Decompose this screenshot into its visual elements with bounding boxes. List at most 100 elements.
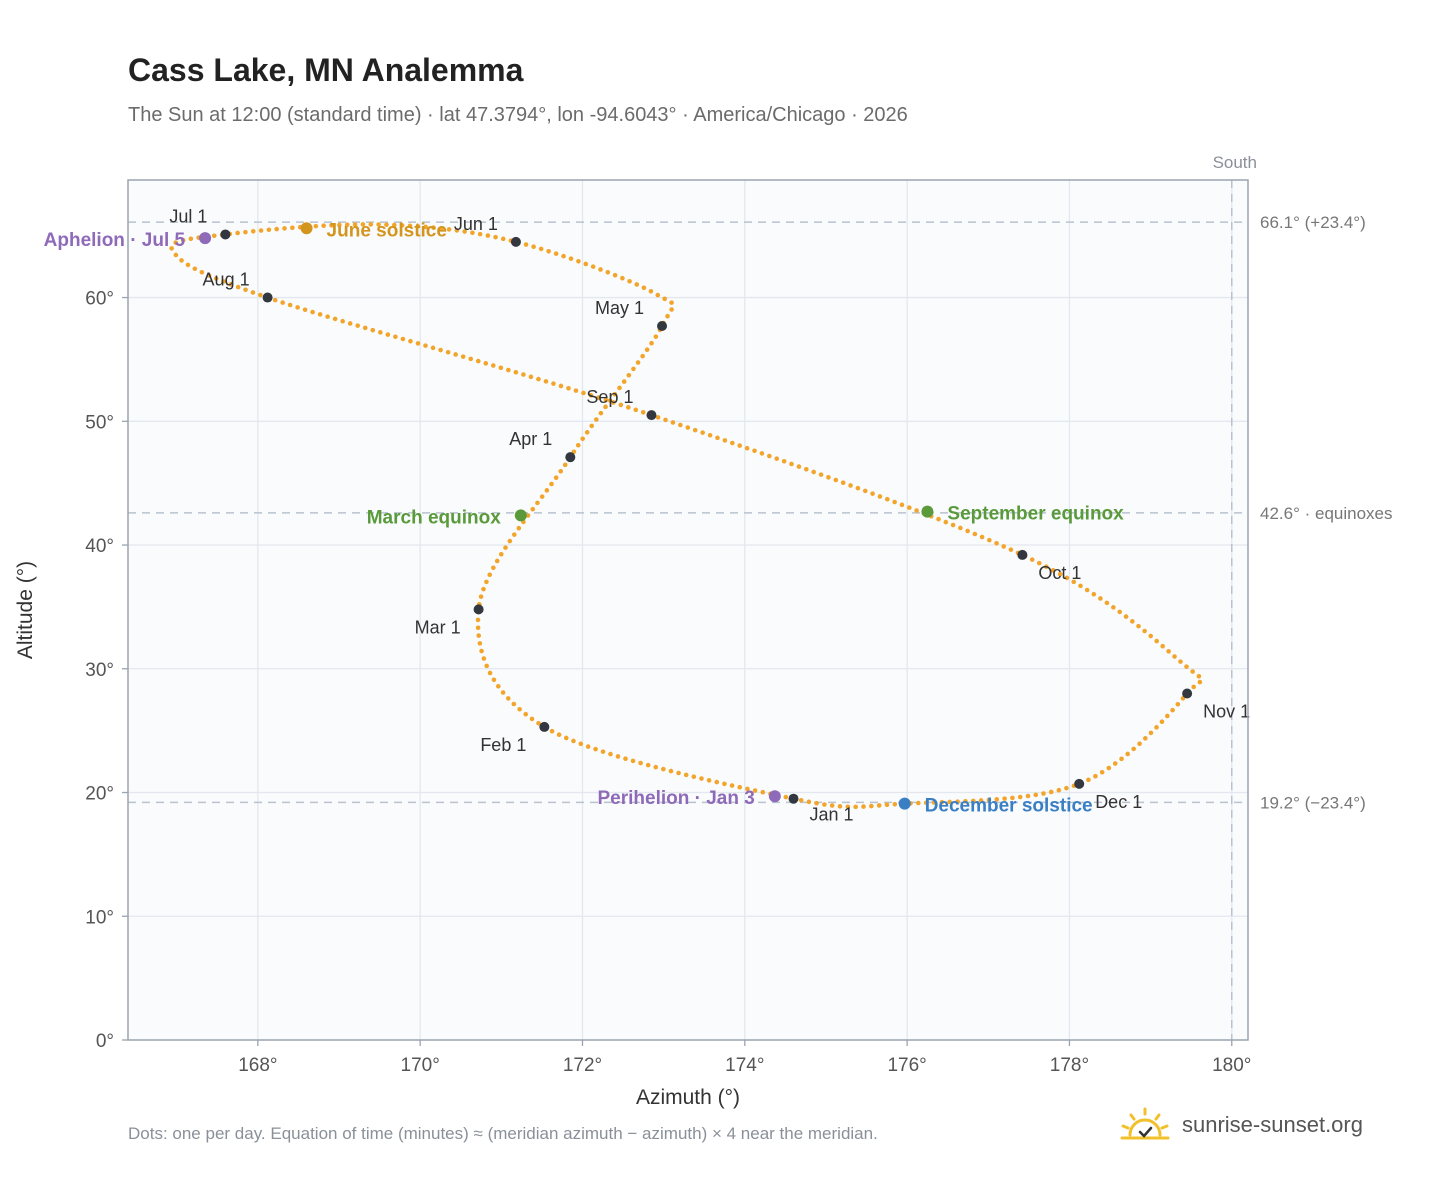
day-dot: [337, 222, 342, 228]
analemma-curve: [169, 222, 1203, 810]
day-dot: [600, 749, 606, 754]
day-dot: [507, 538, 513, 544]
month-dot: [539, 721, 550, 732]
day-dot: [213, 276, 219, 281]
day-dot: [1166, 649, 1171, 654]
day-dot: [531, 244, 536, 249]
day-dot: [806, 799, 812, 805]
day-dot: [266, 227, 272, 233]
day-dot: [1142, 628, 1147, 634]
day-dot: [1170, 707, 1175, 713]
day-dot: [498, 365, 504, 371]
day-dot: [445, 349, 451, 355]
event-label: Perihelion · Jan 3: [598, 788, 755, 809]
day-dot: [979, 534, 985, 540]
day-dot: [546, 248, 551, 254]
day-dot: [669, 300, 674, 305]
day-dot: [670, 420, 676, 425]
day-dot: [536, 720, 541, 726]
day-dot: [603, 397, 609, 403]
day-dot: [691, 774, 697, 780]
day-dot: [678, 422, 683, 428]
day-dot: [685, 425, 691, 430]
month-dot: [1017, 549, 1028, 560]
chart-title: Cass Lake, MN Analemma: [128, 52, 524, 88]
day-dot: [423, 343, 428, 348]
brand-text[interactable]: sunrise-sunset.org: [1182, 1112, 1363, 1137]
day-dot: [699, 776, 704, 781]
month-label: Mar 1: [415, 617, 461, 637]
day-dot: [475, 617, 481, 623]
day-dot: [487, 670, 493, 676]
day-dot: [523, 242, 529, 247]
day-dot: [529, 716, 535, 722]
plot-frame: [127, 179, 1249, 1041]
day-dot: [199, 269, 205, 275]
day-dot: [760, 789, 766, 795]
day-dot: [1148, 730, 1154, 736]
reference-line-label: 66.1° (+23.4°): [1260, 213, 1366, 232]
day-dot: [250, 290, 256, 295]
day-dot: [618, 402, 624, 408]
day-dot: [1178, 659, 1183, 664]
day-dot: [385, 332, 391, 337]
day-dot: [744, 445, 750, 451]
day-dot: [987, 537, 992, 543]
day-dot: [829, 803, 835, 808]
day-dot: [228, 282, 234, 287]
day-dot: [1190, 669, 1195, 674]
day-dot: [287, 302, 293, 308]
brand[interactable]: sunrise-sunset.org: [1118, 1100, 1363, 1150]
day-dot: [399, 223, 405, 228]
day-dot: [593, 746, 598, 752]
day-dot: [640, 353, 645, 359]
day-dot: [635, 360, 641, 365]
day-dot: [329, 223, 334, 228]
day-dot: [468, 356, 474, 362]
day-dot: [407, 223, 413, 229]
day-dot: [1048, 789, 1054, 795]
month-label: May 1: [595, 298, 644, 318]
day-dot: [588, 393, 594, 398]
day-dot: [700, 430, 705, 435]
day-dot: [446, 227, 452, 232]
y-tick-label: 0°: [96, 1031, 114, 1052]
day-dot: [1064, 575, 1070, 581]
day-dot: [715, 435, 720, 441]
day-dot: [494, 558, 500, 564]
day-dot: [360, 222, 366, 227]
day-dot: [566, 385, 571, 391]
day-dot: [814, 800, 819, 806]
day-dot: [431, 225, 436, 230]
day-dot: [561, 253, 566, 259]
day-dot: [1165, 713, 1170, 719]
day-dot: [596, 395, 601, 400]
day-dot: [505, 696, 511, 701]
month-dot: [788, 793, 799, 804]
day-dot: [530, 506, 536, 512]
day-dot: [438, 226, 444, 231]
y-tick-label: 60°: [85, 289, 114, 310]
day-dot: [470, 230, 475, 236]
day-dot: [1001, 544, 1007, 549]
day-dot: [1112, 761, 1118, 766]
day-dot: [438, 347, 443, 353]
day-dot: [752, 788, 758, 793]
day-dot: [653, 764, 659, 770]
day-dot: [553, 251, 559, 256]
day-dot: [840, 480, 846, 486]
day-dot: [479, 648, 484, 654]
y-tick-label: 30°: [85, 660, 114, 681]
day-dot: [767, 453, 772, 459]
day-dot: [274, 226, 279, 232]
day-dot: [539, 494, 545, 499]
day-dot: [302, 307, 308, 313]
day-dot: [500, 690, 506, 695]
day-dot: [476, 633, 482, 638]
day-dot: [169, 246, 174, 251]
day-dot: [994, 797, 1000, 802]
day-dot: [1057, 571, 1063, 577]
day-dot: [870, 491, 875, 496]
day-dot: [848, 483, 853, 488]
